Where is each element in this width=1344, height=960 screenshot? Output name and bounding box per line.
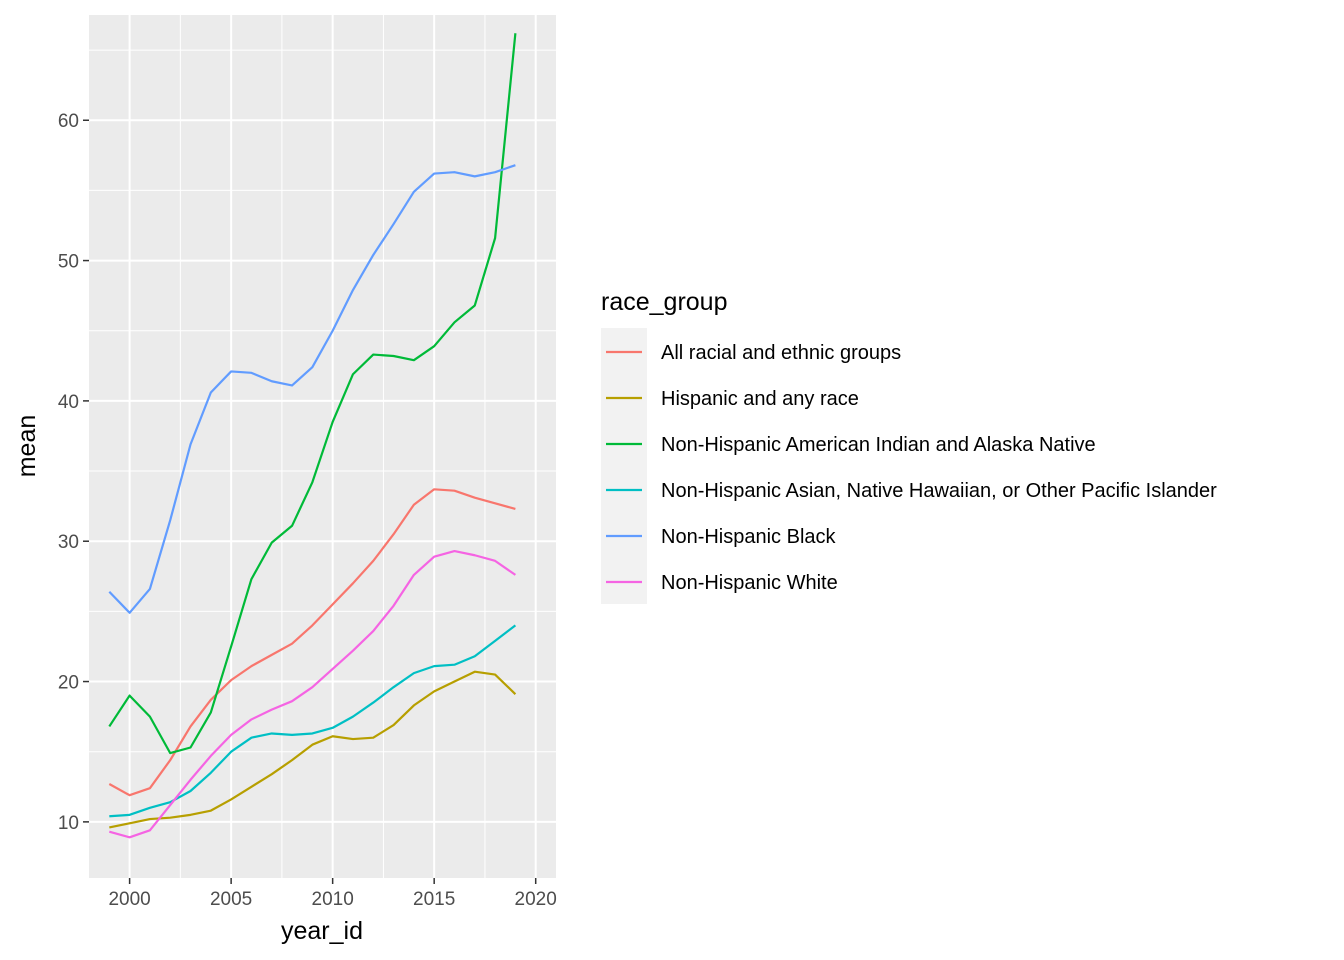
panel-background <box>89 15 556 878</box>
legend-label: All racial and ethnic groups <box>661 342 901 364</box>
legend-label: Non-Hispanic White <box>661 572 838 594</box>
series-line <box>109 624 517 818</box>
y-tick-label: 10 <box>58 813 79 834</box>
legend-item: Non-Hispanic American Indian and Alaska … <box>606 434 1096 456</box>
y-tick-label: 50 <box>58 252 79 273</box>
x-tick-label: 2000 <box>108 889 150 910</box>
major-gridlines <box>89 15 556 878</box>
legend-label: Non-Hispanic American Indian and Alaska … <box>661 434 1096 456</box>
legend-item: All racial and ethnic groups <box>606 342 901 364</box>
y-tick-label: 60 <box>58 111 79 132</box>
x-tick-label: 2015 <box>413 889 455 910</box>
legend-item: Non-Hispanic White <box>606 572 838 594</box>
x-tick-label: 2010 <box>312 889 354 910</box>
y-tick-label: 30 <box>58 532 79 553</box>
series-line <box>109 549 517 839</box>
legend-item: Hispanic and any race <box>606 388 859 410</box>
series-line <box>108 164 516 614</box>
legend-label: Non-Hispanic Black <box>661 526 837 548</box>
legend-item: Non-Hispanic Asian, Native Hawaiian, or … <box>606 480 1217 502</box>
legend: race_group All racial and ethnic groups H… <box>601 288 1217 604</box>
y-tick-label: 40 <box>58 392 79 413</box>
legend-label: Hispanic and any race <box>661 388 859 410</box>
series-line <box>108 488 516 797</box>
x-tick-label: 2020 <box>515 889 557 910</box>
legend-label: Non-Hispanic Asian, Native Hawaiian, or … <box>661 480 1217 502</box>
y-axis-title: mean <box>13 415 41 478</box>
minor-gridlines <box>89 15 556 878</box>
series-lines <box>108 33 517 839</box>
x-axis: 2000 2005 2010 2015 2020 <box>108 878 557 910</box>
x-tick-label: 2005 <box>210 889 252 910</box>
series-line <box>108 33 517 755</box>
legend-item: Non-Hispanic Black <box>606 526 837 548</box>
series-line <box>109 670 517 829</box>
legend-title: race_group <box>601 288 727 316</box>
legend-items: All racial and ethnic groups Hispanic and… <box>606 342 1217 594</box>
y-axis: 10 20 30 40 50 60 <box>58 111 89 834</box>
legend-key-background <box>601 328 647 604</box>
y-tick-label: 20 <box>58 673 79 694</box>
x-axis-title: year_id <box>281 917 363 945</box>
